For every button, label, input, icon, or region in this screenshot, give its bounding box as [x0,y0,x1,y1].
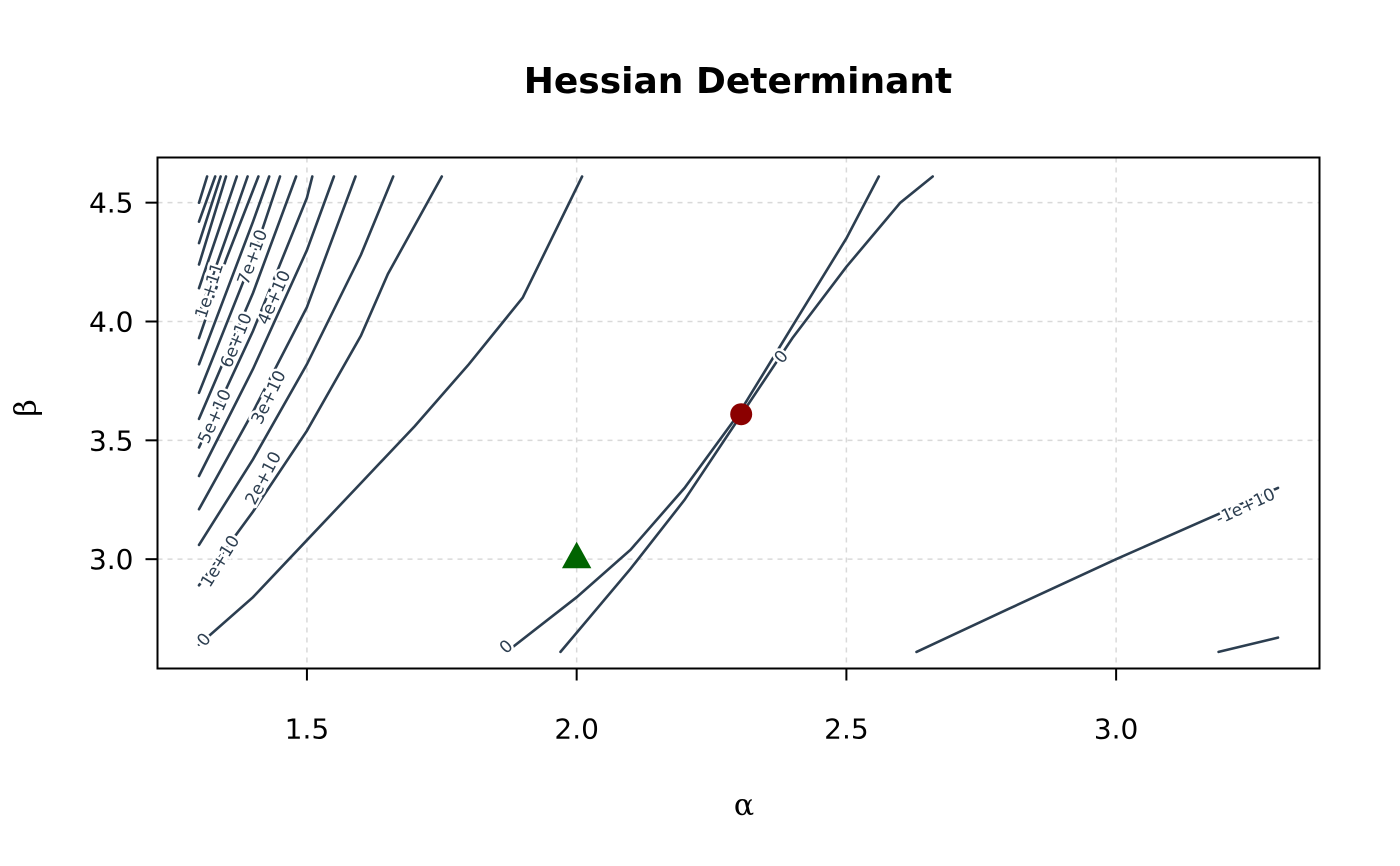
x-tick-label-0: 1.5 [285,713,330,746]
contour-line-11 [197,175,260,340]
chart-title: Hessian Determinant [524,61,952,102]
contour-label-11: -1e+10 [1213,484,1279,529]
y-tick-label-2: 4.0 [89,305,134,338]
contour-line-9 [197,175,282,395]
contour-line-3 [197,175,444,587]
contour-label-6: 6e+10 [217,310,257,370]
x-tick-label-1: 2.0 [554,713,599,746]
contour-line-13 [197,175,239,290]
contour-line-17 [197,175,209,204]
contour-line-12 [197,175,249,316]
contour-line-19 [1217,636,1280,654]
contour-label-3: 3e+10 [248,367,291,427]
y-tick-label-1: 3.5 [89,424,134,457]
x-tick-label-3: 3.0 [1094,713,1139,746]
contour-line-8 [197,175,298,421]
point-true [561,541,592,569]
contour-line-15 [197,175,222,245]
y-axis-label: β [9,399,44,416]
y-tick-label-0: 3.0 [89,543,134,576]
contour-label-8: 1e+11 [191,260,228,321]
marked-points [561,403,753,569]
contour-line-7 [197,175,314,449]
grid-lines [157,157,1320,669]
contour-line-10 [197,175,271,366]
contour-label-2: 2e+10 [242,448,286,508]
contour-line-14 [197,175,228,266]
x-tick-label-2: 2.5 [824,713,869,746]
contour-lines [197,175,1280,654]
x-axis-label: α [734,788,754,823]
axes: 1.5 2.0 2.5 3.0 3.0 3.5 4.0 4.5 [89,187,1138,746]
contour-line-0 [197,175,584,646]
contour-line-6 [197,175,336,478]
contour-line-4 [197,175,395,547]
point-estimate [730,403,753,426]
contour-line-18 [915,486,1280,654]
contour-line-16 [197,175,217,223]
plot-frame [156,156,1321,670]
contour-line-5 [197,175,357,511]
contour-label-1: 1e+10 [197,532,244,591]
contour-line-2 [559,175,934,654]
y-tick-label-3: 4.5 [89,187,134,220]
contour-line-1 [505,175,881,654]
